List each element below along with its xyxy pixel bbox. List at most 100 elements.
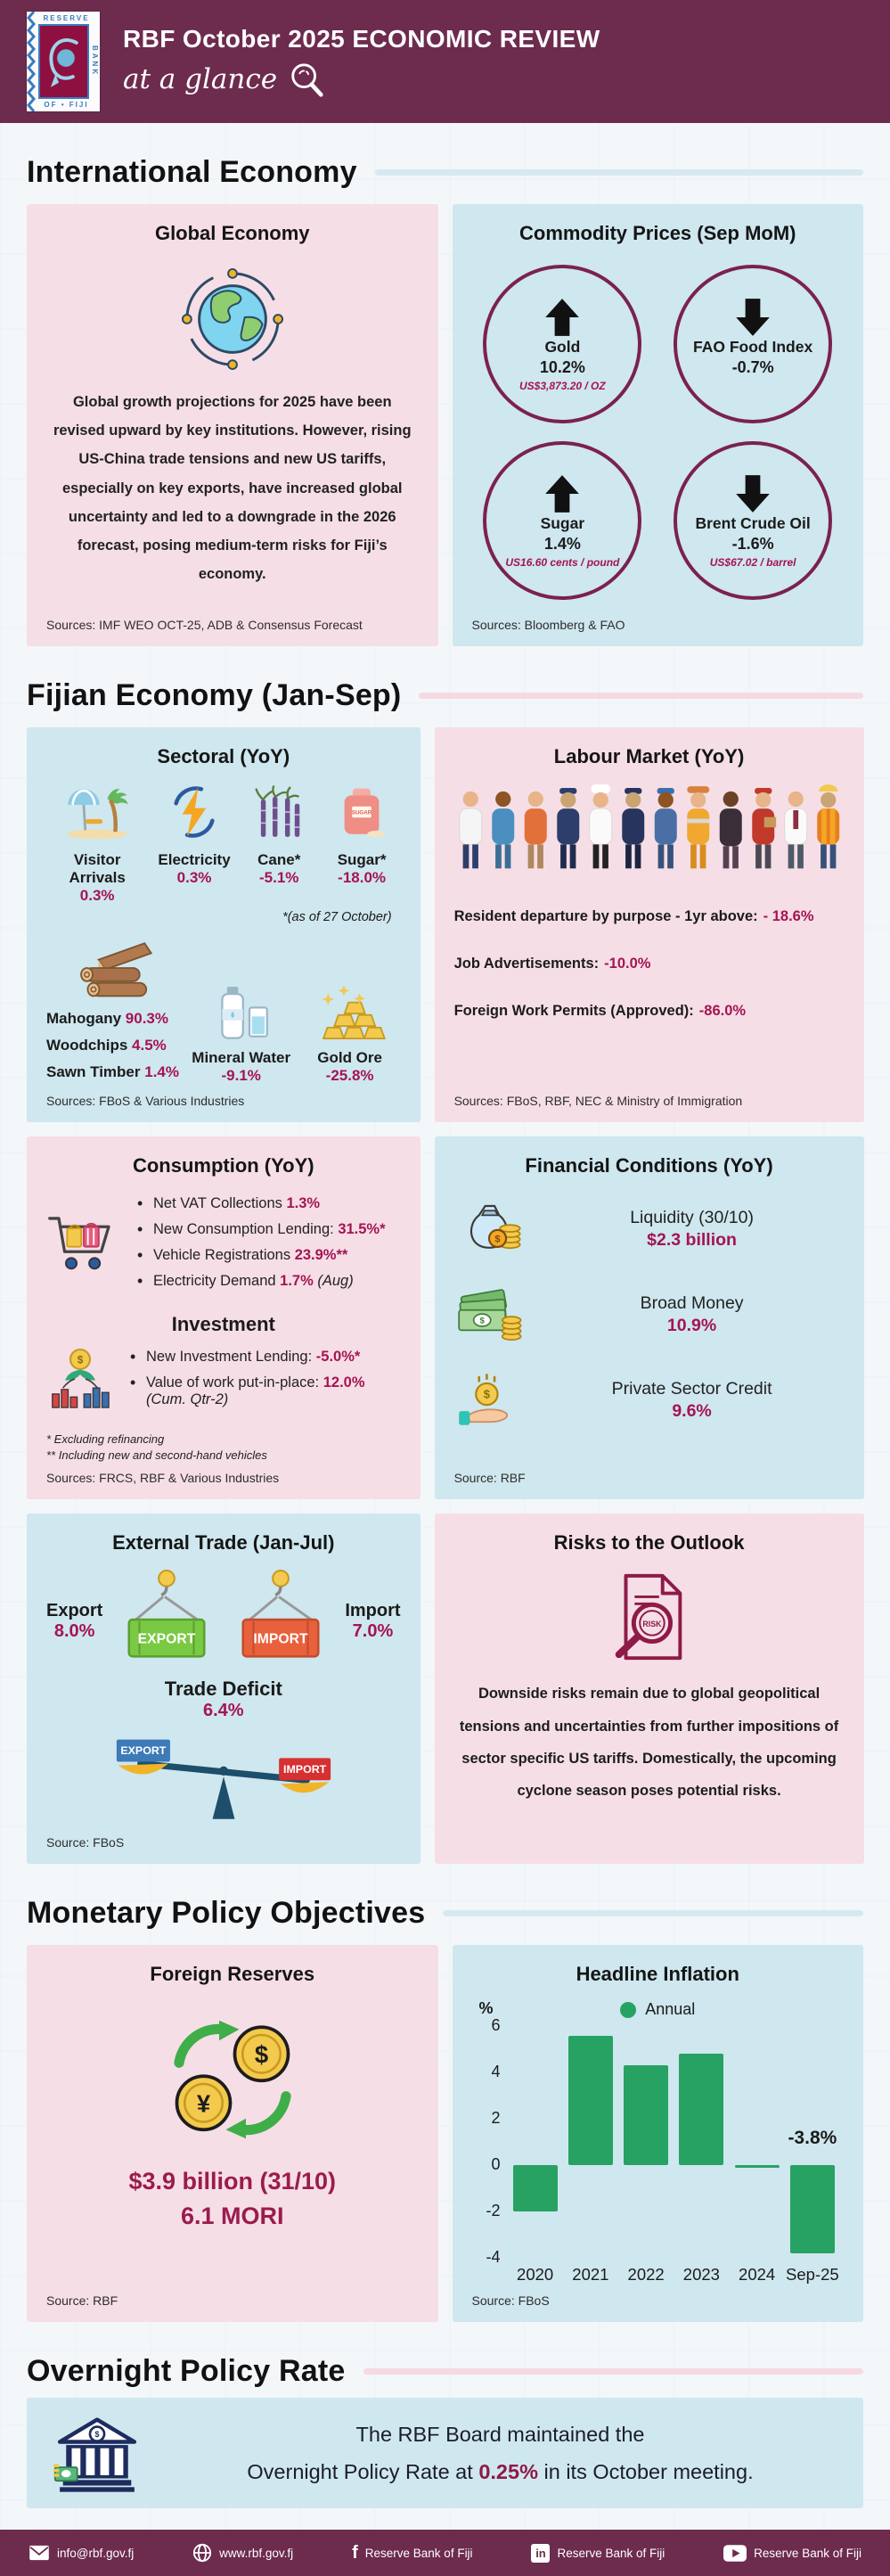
bar-annotation: -3.8% — [788, 2128, 837, 2149]
opr-statement: The RBF Board maintained the Overnight P… — [164, 2416, 837, 2491]
sources-text: Sources: FRCS, RBF & Various Industries — [46, 1471, 280, 1486]
section-monetary-policy: Monetary Policy Objectives — [27, 1896, 863, 1931]
bank-building-icon: $ — [53, 2417, 137, 2492]
sources-text: Sources: FBoS & Various Industries — [46, 1094, 245, 1109]
y-tick: -4 — [486, 2248, 501, 2267]
footer-website[interactable]: www.rbf.gov.fj — [192, 2543, 293, 2563]
chart-bars: -3.8% — [508, 2026, 841, 2258]
y-tick: -2 — [486, 2202, 501, 2220]
beach-icon — [67, 789, 128, 840]
x-tick: 2023 — [682, 2265, 720, 2285]
timber-sawn-timber: Sawn Timber 1.4% — [46, 1062, 179, 1080]
svg-text:IMPORT: IMPORT — [283, 1763, 327, 1776]
bar-2021 — [567, 2035, 613, 2166]
page-subtitle: at a glance — [123, 63, 278, 95]
timber-woodchips: Woodchips 4.5% — [46, 1036, 167, 1054]
x-tick: 2024 — [739, 2265, 776, 2285]
banknotes-icon: $ — [457, 1289, 521, 1341]
y-tick: 0 — [491, 2155, 501, 2174]
import-container-icon: IMPORT — [241, 1570, 320, 1658]
bar-2022 — [624, 2065, 669, 2166]
import-group: IMPORT Import 7.0% — [224, 1569, 401, 1674]
globe-icon — [193, 2544, 212, 2563]
external-trade-card: External Trade (Jan-Jul) Export 8.0% — [27, 1514, 421, 1865]
footer-email[interactable]: info@rbf.gov.fj — [29, 2545, 134, 2561]
sectoral-footnote: *(as of 27 October) — [282, 910, 392, 924]
footer-youtube[interactable]: Reserve Bank of Fiji — [723, 2544, 861, 2562]
commodity-sugar: Sugar 1.4% US16.60 cents / pound — [483, 441, 642, 600]
consumption-bullet-vehicles: Vehicle Registrations 23.9%** — [134, 1246, 401, 1265]
footnote-vehicles: ** Including new and second-hand vehicle… — [46, 1448, 267, 1463]
card-title: Consumption (YoY) — [132, 1154, 314, 1177]
youtube-icon — [723, 2544, 747, 2562]
svg-text:$: $ — [255, 2041, 268, 2069]
investment-bullet-work: Value of work put-in-place: 12.0% (Cum. … — [127, 1374, 401, 1408]
section-heading: Overnight Policy Rate — [27, 2354, 346, 2389]
electricity-icon — [174, 786, 215, 838]
investment-icon: $ — [52, 1348, 110, 1408]
source-text: Source: FBoS — [471, 2293, 550, 2309]
heading-rule — [419, 693, 863, 699]
source-text: Source: RBF — [453, 1471, 526, 1486]
card-title: Labour Market (YoY) — [553, 745, 745, 767]
water-bottle-icon — [220, 987, 268, 1039]
chart-title: Headline Inflation — [576, 1963, 739, 1986]
logo-emblem — [38, 24, 89, 99]
x-tick: 2020 — [517, 2265, 554, 2285]
shopping-cart-icon — [48, 1217, 110, 1270]
sectoral-cane: Cane* -5.1% — [241, 784, 318, 905]
y-tick: 4 — [491, 2063, 501, 2081]
sources-text: Sources: Bloomberg & FAO — [471, 618, 625, 632]
card-title: Global Economy — [154, 222, 310, 244]
hand-coin-icon: $ — [458, 1374, 508, 1425]
legend-label: Annual — [645, 2000, 696, 2019]
facebook-icon: f — [352, 2542, 358, 2563]
sectoral-sugar: SUGAR Sugar* -18.0% — [323, 784, 401, 905]
card-title: Sectoral (YoY) — [157, 745, 290, 767]
svg-text:IMPORT: IMPORT — [254, 1632, 309, 1647]
heading-rule — [443, 1910, 863, 1917]
bar-2024 — [734, 2165, 780, 2169]
bar-2020 — [512, 2165, 558, 2212]
svg-text:EXPORT: EXPORT — [120, 1744, 166, 1757]
sectoral-visitor-arrivals: Visitor Arrivals 0.3% — [46, 784, 148, 905]
x-tick: 2022 — [627, 2265, 665, 2285]
financial-row-broad-money: $ Broad Money 10.9% — [454, 1286, 845, 1343]
sectoral-gold-ore: Gold Ore -25.8% — [299, 982, 401, 1085]
sources-text: Sources: IMF WEO OCT-25, ADB & Consensus… — [46, 618, 363, 632]
timber-mahogany: Mahogany 90.3% — [46, 1010, 168, 1027]
svg-text:RISK: RISK — [642, 1620, 662, 1628]
reserves-mori: 6.1 MORI — [180, 2203, 284, 2230]
heading-rule — [363, 2368, 863, 2375]
footnote-refinancing: * Excluding refinancing — [46, 1432, 165, 1447]
card-title: Risks to the Outlook — [553, 1531, 745, 1555]
section-heading: Monetary Policy Objectives — [27, 1896, 426, 1931]
linkedin-icon: in — [531, 2543, 551, 2563]
svg-text:$: $ — [95, 2430, 100, 2439]
commodity-prices-card: Commodity Prices (Sep MoM) Gold 10.2% US… — [452, 204, 863, 646]
consumption-card: Consumption (YoY) Net VAT Collections 1.… — [27, 1136, 421, 1500]
source-text: Source: FBoS — [46, 1835, 125, 1850]
page-title: RBF October 2025 ECONOMIC REVIEW — [123, 25, 600, 53]
foreign-reserves-card: Foreign Reserves $ ¥ $3.9 billion (31/10… — [27, 1945, 438, 2323]
sources-text: Sources: FBoS, RBF, NEC & Ministry of Im… — [453, 1094, 743, 1109]
financial-conditions-card: Financial Conditions (YoY) $ Liquidity (… — [434, 1136, 864, 1500]
y-axis-label: % — [478, 1999, 494, 2018]
footer-facebook[interactable]: f Reserve Bank of Fiji — [352, 2542, 473, 2563]
sugar-bag-icon: SUGAR — [344, 788, 386, 838]
consumption-bullet-lending: New Consumption Lending: 31.5%* — [134, 1220, 401, 1239]
labour-row-resident-departure: Resident departure by purpose - 1yr abov… — [453, 908, 814, 924]
export-group: Export 8.0% EXPORT — [46, 1569, 224, 1674]
sectoral-timber: Mahogany 90.3% Woodchips 4.5% Sawn Timbe… — [46, 935, 184, 1085]
section-fijian-economy: Fijian Economy (Jan-Sep) — [27, 678, 863, 713]
footer-linkedin[interactable]: in Reserve Bank of Fiji — [531, 2543, 665, 2563]
section-heading: International Economy — [27, 155, 357, 189]
investment-title: Investment — [171, 1313, 275, 1336]
labour-row-work-permits: Foreign Work Permits (Approved): -86.0% — [453, 1003, 747, 1019]
y-tick: 2 — [491, 2109, 501, 2128]
arrow-down-icon — [736, 298, 770, 336]
commodity-brent-crude-oil: Brent Crude Oil -1.6% US$67.02 / barrel — [674, 441, 833, 600]
commodity-fao-food-index: FAO Food Index -0.7% — [674, 265, 833, 423]
svg-text:SUGAR: SUGAR — [352, 809, 372, 816]
sugarcane-icon — [255, 784, 300, 837]
